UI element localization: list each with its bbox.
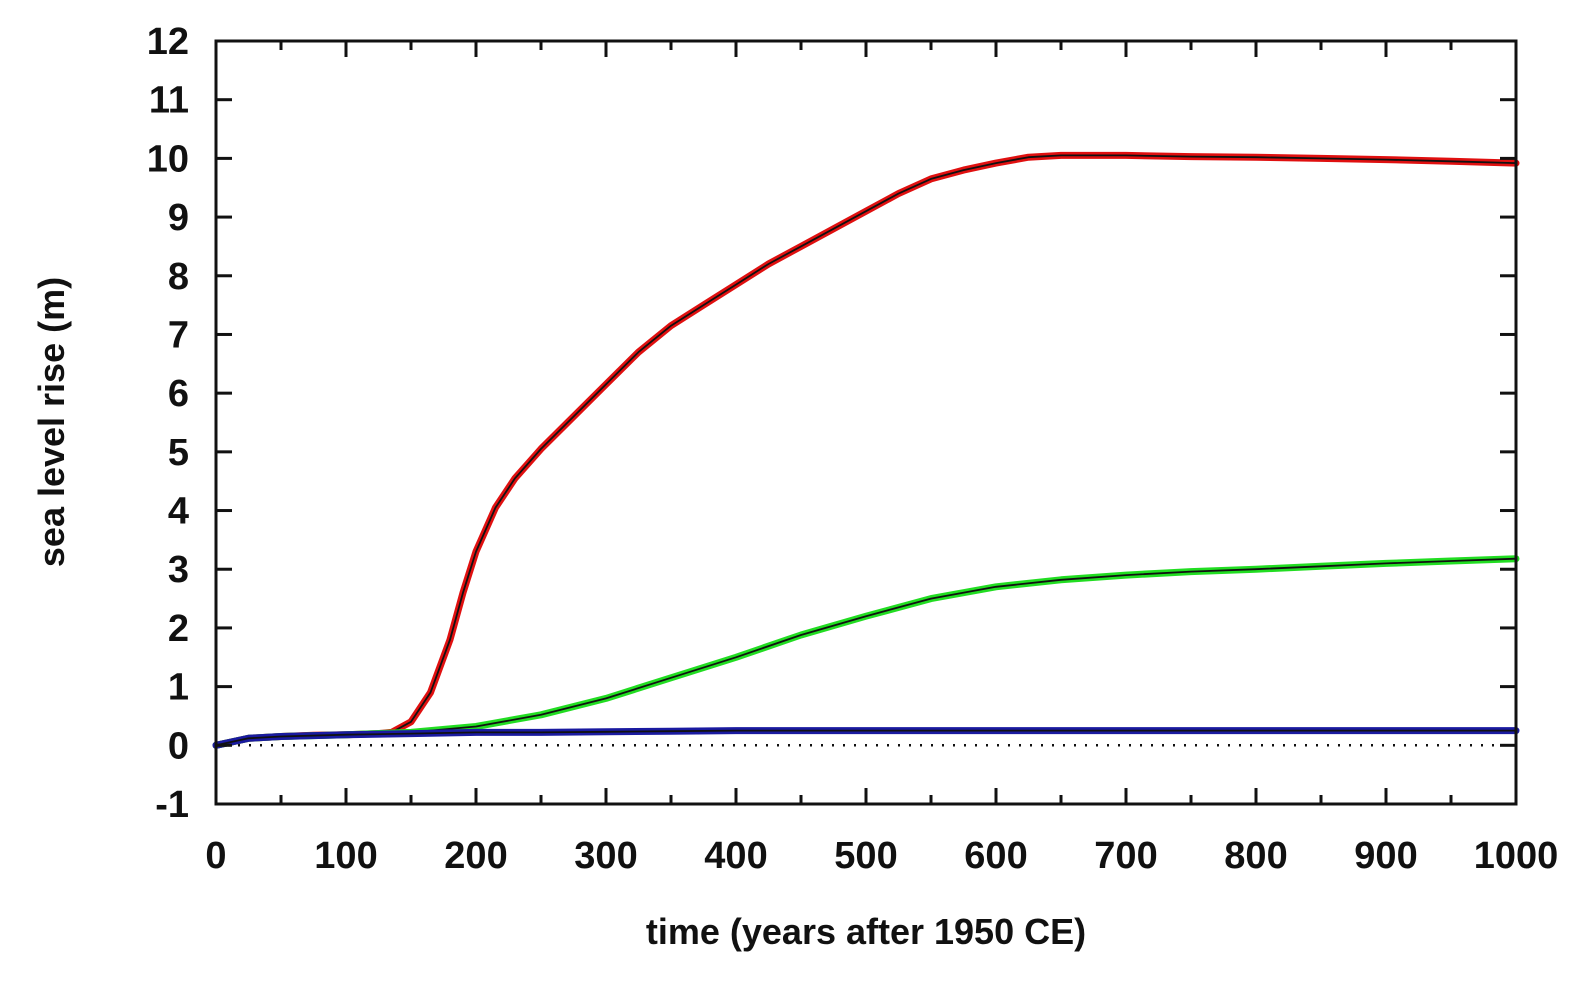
y-tick-label: 10 (147, 138, 189, 180)
y-tick-label: 6 (168, 373, 189, 415)
y-tick-label: 5 (168, 432, 189, 474)
x-tick-label: 600 (964, 835, 1027, 877)
x-tick-label: 400 (704, 835, 767, 877)
y-tick-label: 12 (147, 21, 189, 63)
y-tick-label: -1 (155, 784, 189, 826)
x-tick-label: 500 (834, 835, 897, 877)
series-centerline-3 (215, 729, 1517, 747)
y-tick-label: 8 (168, 256, 189, 298)
y-tick-label: 0 (168, 725, 189, 767)
x-axis-label: time (years after 1950 CE) (646, 911, 1086, 952)
x-tick-label: 1000 (1474, 835, 1559, 877)
y-tick-label: 1 (168, 667, 189, 709)
x-tick-label: 0 (205, 835, 226, 877)
x-tick-label: 200 (444, 835, 507, 877)
y-axis-label: sea level rise (m) (31, 277, 72, 567)
x-tick-label: 900 (1354, 835, 1417, 877)
x-tick-label: 300 (574, 835, 637, 877)
x-tick-label: 100 (314, 835, 377, 877)
y-tick-label: 3 (168, 549, 189, 591)
series-centerline-1 (215, 154, 1517, 747)
y-tick-label: 11 (149, 80, 189, 122)
x-tick-label: 700 (1094, 835, 1157, 877)
y-tick-label: 9 (168, 197, 189, 239)
y-tick-label: 2 (168, 608, 189, 650)
series-line-1 (212, 151, 1520, 749)
x-tick-label: 800 (1224, 835, 1287, 877)
y-tick-label: 7 (168, 314, 189, 356)
y-tick-label: 4 (168, 491, 189, 533)
